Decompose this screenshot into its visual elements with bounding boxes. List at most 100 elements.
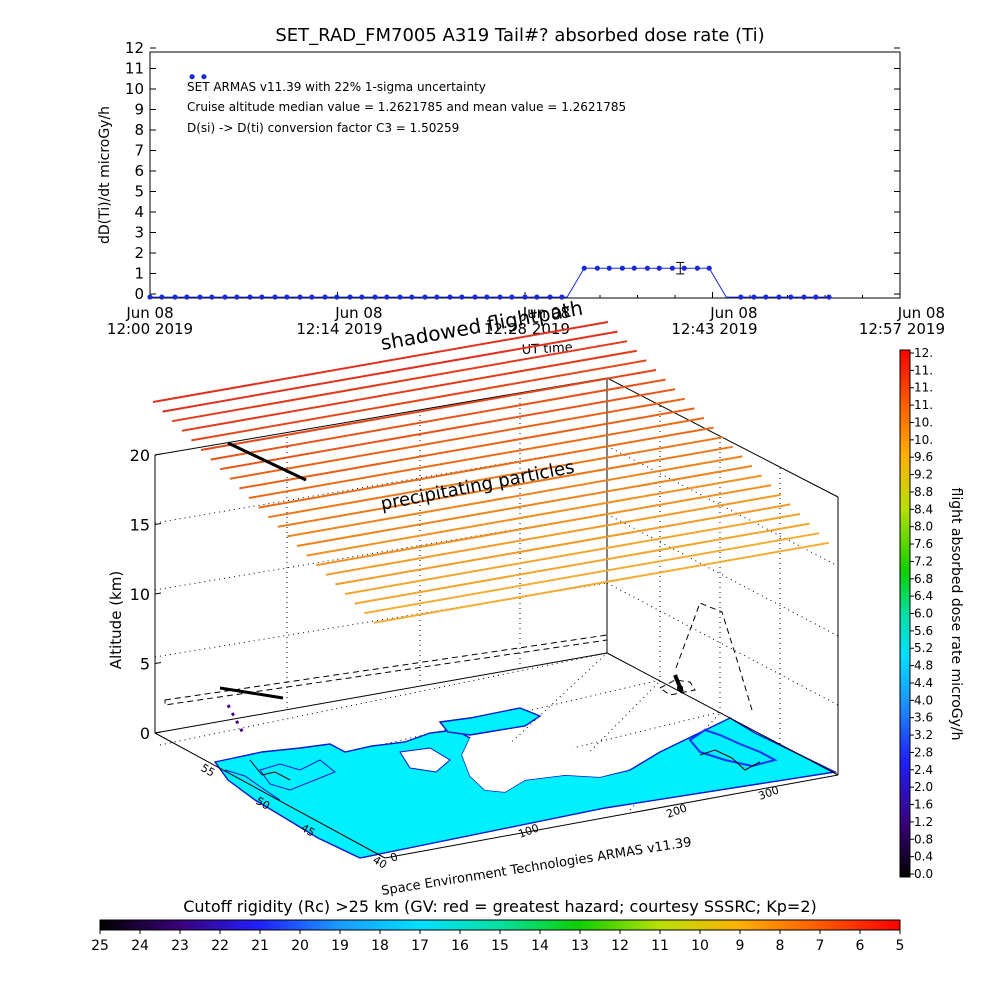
data-point (763, 294, 769, 300)
rigidity-tick-label: 22 (211, 938, 229, 954)
rigidity-tick-label: 19 (331, 938, 349, 954)
x-tick-label-time: 12:28 2019 (484, 320, 570, 338)
data-point (147, 294, 153, 300)
latitude-tick-label: 45 (299, 821, 318, 839)
dose-tick-label: 2.4 (914, 763, 933, 777)
x-tick-label-time: 12:57 2019 (859, 320, 945, 338)
dose-tick-label: 4.0 (914, 693, 933, 707)
rigidity-tick-label: 21 (251, 938, 269, 954)
data-point (422, 294, 428, 300)
latitude-tick-label: 50 (254, 794, 273, 812)
particle-trace (152, 321, 609, 403)
data-point (751, 294, 757, 300)
data-point (472, 294, 478, 300)
particle-trace (220, 388, 676, 471)
rigidity-tick-label: 16 (451, 938, 469, 954)
flightpath-markers (219, 674, 684, 736)
rigidity-tick-label: 20 (291, 938, 309, 954)
dose-tick-label: 11. (914, 381, 933, 395)
data-point (397, 294, 403, 300)
longitude-tick-label: 0 (389, 850, 400, 865)
dose-tick-label: 7.2 (914, 554, 933, 568)
particle-trace (277, 445, 733, 528)
latitude-tick-label: 40 (371, 853, 390, 871)
z-tick (154, 731, 162, 734)
y-tick-label: 2 (134, 244, 144, 262)
particle-trace (287, 455, 743, 538)
annotation-uncertainty: SET ARMAS v11.39 with 22% 1-sigma uncert… (187, 80, 486, 94)
z-tick-label: 15 (130, 516, 150, 535)
data-point (594, 265, 600, 271)
particle-trace (200, 369, 657, 451)
y-tick-label: 7 (134, 142, 144, 160)
data-point (322, 294, 328, 300)
dose-tick-label: 8.0 (914, 520, 933, 534)
dose-rate-points (147, 74, 832, 300)
dose-tick-label: 10. (914, 433, 933, 447)
dose-tick-label: 6.4 (914, 589, 933, 603)
data-point (619, 265, 625, 271)
particle-trace (325, 493, 781, 576)
data-point (189, 74, 195, 80)
rigidity-colorbar (99, 919, 901, 931)
rigidity-tick-label: 15 (491, 938, 509, 954)
rigidity-tick-label: 23 (171, 938, 189, 954)
y-tick-label: 0 (134, 285, 144, 303)
data-point (234, 294, 240, 300)
rigidity-tick-label: 14 (531, 938, 549, 954)
particle-trace (316, 484, 772, 567)
data-point (259, 294, 265, 300)
top-y-axis-label: dD(Ti)/dt microGy/h (97, 106, 113, 244)
data-point (222, 294, 228, 300)
z-tick-label: 20 (130, 446, 150, 465)
dose-colorbar-label: flight absorbed dose rate microGy/h (948, 488, 964, 741)
data-point (547, 294, 553, 300)
dose-tick-label: 4.4 (914, 676, 933, 690)
longitude-tick-label: 200 (665, 801, 689, 820)
y-tick-label: 6 (134, 162, 144, 180)
dose-tick-label: 8.8 (914, 485, 933, 499)
z-tick-label: 5 (140, 655, 150, 674)
data-point (197, 294, 203, 300)
particle-trace (268, 436, 724, 519)
rigidity-tick-label: 8 (776, 938, 785, 954)
rigidity-tick-label: 9 (736, 938, 745, 954)
y-tick-label: 4 (134, 203, 144, 221)
dose-tick-label: 1.2 (914, 815, 933, 829)
precipitating-particles-layer (152, 321, 829, 624)
dose-tick-label: 2.8 (914, 745, 933, 759)
latitude-axis: 40 45 50 55 (199, 761, 390, 871)
longitude-tick-label: 300 (757, 783, 781, 802)
y-tick-label: 9 (134, 101, 144, 119)
rigidity-tick-label: 17 (411, 938, 429, 954)
data-point (681, 265, 687, 271)
dose-tick-label: 1.6 (914, 798, 933, 812)
rigidity-tick-label: 7 (816, 938, 825, 954)
data-point (534, 294, 540, 300)
dose-colorbar (899, 349, 911, 878)
data-point (359, 294, 365, 300)
x-tick-label-time: 12:14 2019 (296, 320, 382, 338)
dose-tick-label: 11. (914, 363, 933, 377)
particle-trace (373, 541, 829, 624)
x-tick-label-date: Jun 08 (522, 304, 570, 322)
particle-trace (229, 397, 685, 480)
data-point (656, 265, 662, 271)
dose-tick-label: 4.8 (914, 659, 933, 673)
data-point (813, 294, 819, 300)
data-point (447, 294, 453, 300)
particle-trace (172, 340, 628, 423)
dose-tick-label: 0.4 (914, 850, 933, 864)
data-point (172, 294, 178, 300)
x-tick-label-date: Jun 08 (897, 304, 945, 322)
rigidity-tick-label: 12 (611, 938, 629, 954)
precipitating-particles-label: precipitating particles (379, 457, 576, 515)
data-point (434, 294, 440, 300)
y-tick-label: 8 (134, 121, 144, 139)
data-point (581, 265, 587, 271)
data-point (606, 265, 612, 271)
data-point (559, 294, 565, 300)
data-point (384, 294, 390, 300)
chart-title: SET_RAD_FM7005 A319 Tail#? absorbed dose… (275, 25, 764, 46)
